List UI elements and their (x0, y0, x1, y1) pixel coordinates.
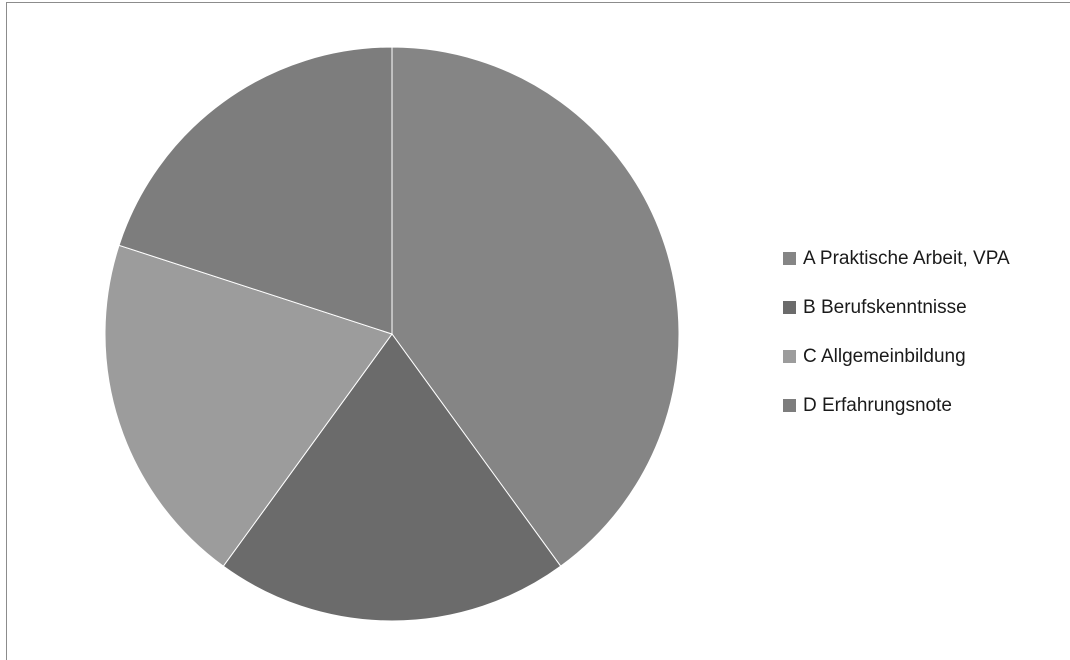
legend-label-b: B Berufskenntnisse (803, 296, 967, 318)
legend-label-a: A Praktische Arbeit, VPA (803, 247, 1010, 269)
legend-label-d: D Erfahrungsnote (803, 394, 952, 416)
pie-slices (104, 46, 680, 622)
legend-item-c: C Allgemeinbildung (783, 344, 1010, 369)
pie-slice-c (104, 244, 393, 567)
legend-label-c: C Allgemeinbildung (803, 345, 966, 367)
legend-swatch-b (783, 301, 796, 314)
legend-swatch-a (783, 252, 796, 265)
legend-item-d: D Erfahrungsnote (783, 393, 1010, 418)
legend-swatch-c (783, 350, 796, 363)
legend: A Praktische Arbeit, VPA B Berufskenntni… (783, 246, 1010, 442)
legend-item-a: A Praktische Arbeit, VPA (783, 246, 1010, 271)
legend-swatch-d (783, 399, 796, 412)
pie-slice-d (118, 46, 393, 335)
pie-slice-b (222, 333, 562, 622)
pie-slice-a (391, 46, 680, 567)
legend-item-b: B Berufskenntnisse (783, 295, 1010, 320)
